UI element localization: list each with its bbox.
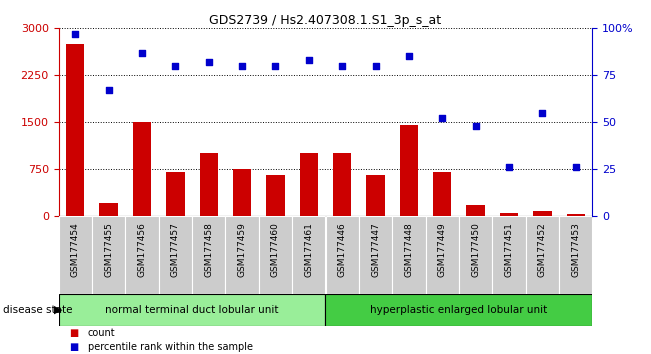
Text: count: count [88, 328, 116, 338]
Point [504, 164, 514, 170]
Text: hyperplastic enlarged lobular unit: hyperplastic enlarged lobular unit [370, 305, 547, 315]
Point [137, 50, 147, 56]
Bar [492, 216, 525, 294]
Bar [525, 216, 559, 294]
Text: GSM177450: GSM177450 [471, 222, 480, 277]
Text: GSM177459: GSM177459 [238, 222, 247, 277]
Bar [66, 44, 85, 216]
Bar [92, 216, 125, 294]
Point [370, 63, 381, 69]
Point [270, 63, 281, 69]
Bar [433, 172, 451, 216]
Text: GSM177446: GSM177446 [338, 222, 347, 277]
Bar [59, 216, 92, 294]
Bar [367, 175, 385, 216]
Text: ▶: ▶ [54, 305, 62, 315]
Bar [467, 205, 485, 216]
Bar [533, 211, 551, 216]
Bar [233, 169, 251, 216]
Text: GSM177461: GSM177461 [304, 222, 313, 277]
Bar [559, 216, 592, 294]
Bar [326, 294, 592, 326]
Text: GSM177453: GSM177453 [571, 222, 580, 277]
Text: GSM177449: GSM177449 [437, 222, 447, 277]
Bar [359, 216, 392, 294]
Text: disease state: disease state [3, 305, 73, 315]
Point [404, 53, 414, 59]
Bar [333, 153, 352, 216]
Point [437, 115, 447, 121]
Bar [59, 294, 326, 326]
Point [537, 110, 547, 115]
Bar [266, 175, 284, 216]
Bar [166, 172, 184, 216]
Bar [566, 214, 585, 216]
Text: normal terminal duct lobular unit: normal terminal duct lobular unit [105, 305, 279, 315]
Text: GSM177458: GSM177458 [204, 222, 214, 277]
Point [303, 57, 314, 63]
Bar [258, 216, 292, 294]
Bar [225, 216, 258, 294]
Point [337, 63, 348, 69]
Text: ■: ■ [69, 342, 79, 352]
Title: GDS2739 / Hs2.407308.1.S1_3p_s_at: GDS2739 / Hs2.407308.1.S1_3p_s_at [210, 14, 441, 27]
Text: ■: ■ [69, 328, 79, 338]
Bar [159, 216, 192, 294]
Bar [426, 216, 459, 294]
Point [471, 123, 481, 129]
Bar [100, 204, 118, 216]
Text: GSM177456: GSM177456 [137, 222, 146, 277]
Text: GSM177452: GSM177452 [538, 222, 547, 277]
Point [204, 59, 214, 65]
Bar [133, 122, 151, 216]
Point [237, 63, 247, 69]
Bar [192, 216, 225, 294]
Bar [392, 216, 426, 294]
Bar [326, 216, 359, 294]
Point [70, 31, 81, 37]
Text: GSM177460: GSM177460 [271, 222, 280, 277]
Bar [299, 153, 318, 216]
Text: GSM177447: GSM177447 [371, 222, 380, 277]
Bar [500, 213, 518, 216]
Bar [125, 216, 159, 294]
Point [170, 63, 180, 69]
Bar [400, 125, 418, 216]
Bar [459, 216, 492, 294]
Text: GSM177454: GSM177454 [71, 222, 80, 277]
Bar [292, 216, 326, 294]
Text: GSM177457: GSM177457 [171, 222, 180, 277]
Point [570, 164, 581, 170]
Point [104, 87, 114, 93]
Text: GSM177448: GSM177448 [404, 222, 413, 277]
Text: GSM177451: GSM177451 [505, 222, 514, 277]
Text: percentile rank within the sample: percentile rank within the sample [88, 342, 253, 352]
Bar [200, 153, 218, 216]
Text: GSM177455: GSM177455 [104, 222, 113, 277]
